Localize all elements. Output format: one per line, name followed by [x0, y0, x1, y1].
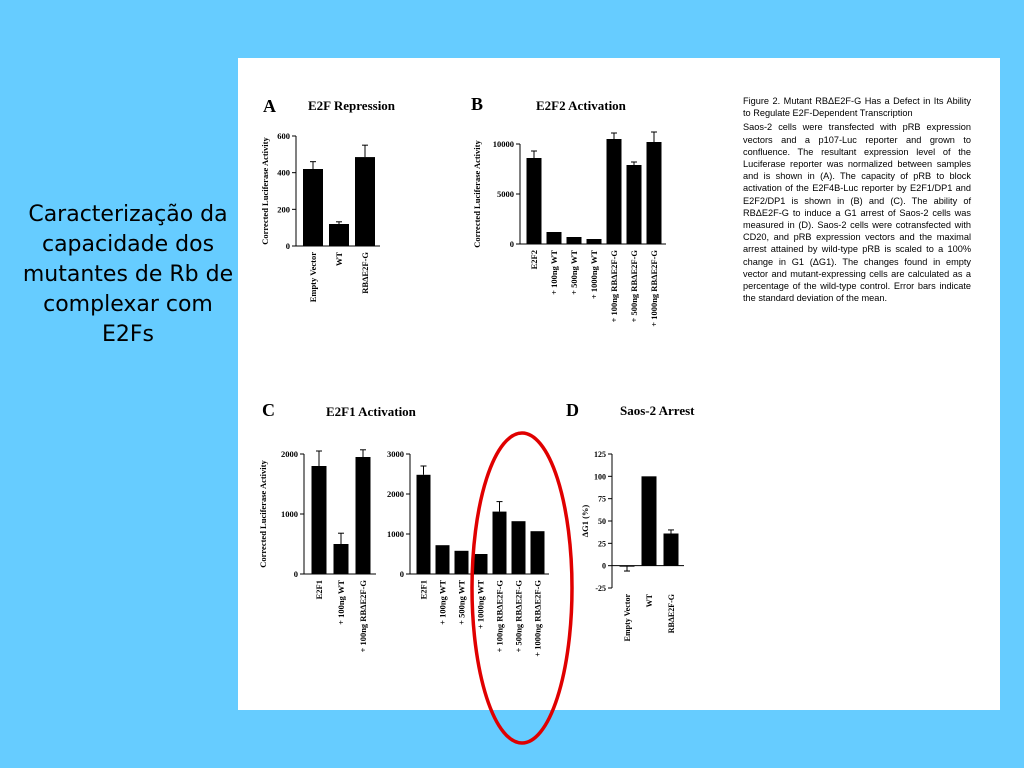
y-tick-label: 1000 — [387, 529, 404, 539]
category-label-B-6: + 1000ng RBΔE2F-G — [649, 250, 659, 327]
bar-B-2 — [566, 237, 582, 244]
chart-panel-a: 0 200 400 600 Corrected Luciferase Activity E… — [260, 131, 380, 303]
category-label-B-1: + 100ng WT — [549, 250, 559, 295]
bar-A-0 — [303, 169, 323, 246]
panel-a-title: E2F Repression — [308, 98, 396, 113]
y-tick-label: 100 — [594, 472, 606, 481]
panel-c-letter: C — [262, 400, 275, 420]
y-tick-label: 10000 — [493, 139, 514, 149]
bar-C2-1 — [435, 545, 450, 574]
category-label-C2-6: + 1000ng RBΔE2F-G — [533, 580, 543, 657]
bar-B-6 — [646, 142, 662, 244]
panel-c-title: E2F1 Activation — [326, 404, 416, 419]
y-tick-label: 125 — [594, 450, 606, 459]
figure-caption: Figure 2. Mutant RBΔE2F-G Has a Defect i… — [743, 95, 971, 304]
bar-B-5 — [626, 165, 642, 244]
category-label-D-2: RBΔE2F-G — [667, 594, 676, 633]
bar-D-1 — [641, 476, 657, 566]
y-tick-label: 75 — [598, 495, 606, 504]
bar-C2-3 — [473, 554, 488, 574]
chart-panel-b: 0 5000 10000 Corrected Luciferase Activity E… — [472, 131, 666, 327]
bar-D-0 — [619, 565, 635, 567]
bar-C2-6 — [530, 531, 545, 574]
category-label-C2-3: + 1000ng WT — [476, 580, 486, 629]
category-label-B-2: + 500ng WT — [569, 250, 579, 295]
chart-panel-c-right: 0 1000 2000 3000 E2F1 + 100ng WT + 500ng WT + 1… — [387, 449, 549, 657]
figure-page: A E2F Repression 0 200 400 600 Corrected Luc… — [238, 58, 1000, 710]
category-label-A-0: Empty Vector — [308, 252, 318, 303]
bar-C2-0 — [416, 474, 431, 574]
chart-panel-d: -25 0 25 50 75 100 125 ΔG1 (%) Empty Vector WT RBΔ… — [580, 450, 684, 642]
bar-C1-0 — [311, 466, 327, 574]
chart-panel-c-left: 0 1000 2000 Corrected Luciferase Activity E2… — [258, 449, 376, 653]
bar-B-4 — [606, 139, 622, 244]
y-tick-label: 0 — [400, 569, 404, 579]
category-label-C2-2: + 500ng WT — [457, 580, 467, 625]
caption-title: Figure 2. Mutant RBΔE2F-G Has a Defect i… — [743, 96, 971, 119]
y-tick-label: 0 — [510, 239, 514, 249]
panel-a-letter: A — [263, 96, 276, 116]
category-label-C1-0: E2F1 — [314, 580, 324, 599]
panel-b-title: E2F2 Activation — [536, 98, 626, 113]
category-label-C2-1: + 100ng WT — [438, 580, 448, 625]
category-label-C2-0: E2F1 — [419, 580, 429, 599]
y-tick-label: 600 — [277, 131, 290, 141]
y-tick-label: 25 — [598, 539, 606, 548]
y-tick-label: 5000 — [497, 189, 514, 199]
bar-C1-1 — [333, 544, 349, 574]
panel-d-title: Saos-2 Arrest — [620, 403, 695, 418]
bar-B-1 — [546, 232, 562, 244]
y-axis-label: ΔG1 (%) — [580, 505, 590, 538]
category-label-C1-1: + 100ng WT — [336, 580, 346, 625]
y-tick-label: 200 — [277, 204, 290, 214]
y-tick-label: 0 — [286, 241, 290, 251]
bar-A-1 — [329, 224, 349, 246]
category-label-D-1: WT — [645, 593, 654, 607]
caption-body: Saos-2 cells were transfected with pRB e… — [743, 122, 971, 304]
bar-C1-2 — [355, 457, 371, 574]
category-label-D-0: Empty Vector — [623, 594, 632, 642]
y-tick-label: 0 — [602, 562, 606, 571]
category-label-A-2: RBΔE2F-G — [360, 252, 370, 294]
category-label-C2-5: + 500ng RBΔE2F-G — [514, 580, 524, 653]
y-tick-label: 1000 — [281, 509, 298, 519]
category-label-B-5: + 500ng RBΔE2F-G — [629, 250, 639, 323]
y-tick-label: 0 — [294, 569, 298, 579]
category-label-C2-4: + 100ng RBΔE2F-G — [495, 580, 505, 653]
category-label-C1-2: + 100ng RBΔE2F-G — [358, 580, 368, 653]
panel-b-letter: B — [471, 94, 484, 114]
slide-title: Caracterização da capacidade dos mutante… — [22, 202, 234, 347]
category-label-A-1: WT — [334, 252, 344, 267]
bar-B-3 — [586, 239, 602, 244]
bar-A-2 — [355, 157, 375, 246]
y-tick-label: 2000 — [387, 489, 404, 499]
y-tick-label: 50 — [598, 517, 606, 526]
bar-C2-5 — [511, 521, 526, 574]
y-tick-label: 400 — [277, 168, 290, 178]
y-tick-label: -25 — [595, 584, 606, 593]
category-label-B-0: E2F2 — [529, 250, 539, 269]
category-label-B-4: + 100ng RBΔE2F-G — [609, 250, 619, 323]
y-tick-label: 2000 — [281, 449, 298, 459]
bar-C2-4 — [492, 511, 507, 574]
bar-D-2 — [663, 533, 679, 566]
bar-B-0 — [526, 158, 542, 244]
bar-C2-2 — [454, 550, 469, 574]
y-axis-label: Corrected Luciferase Activity — [258, 460, 268, 568]
y-axis-label: Corrected Luciferase Activity — [260, 137, 270, 245]
y-axis-label: Corrected Luciferase Activity — [472, 140, 482, 248]
category-label-B-3: + 1000ng WT — [589, 250, 599, 299]
panel-d-letter: D — [566, 400, 579, 420]
y-tick-label: 3000 — [387, 449, 404, 459]
